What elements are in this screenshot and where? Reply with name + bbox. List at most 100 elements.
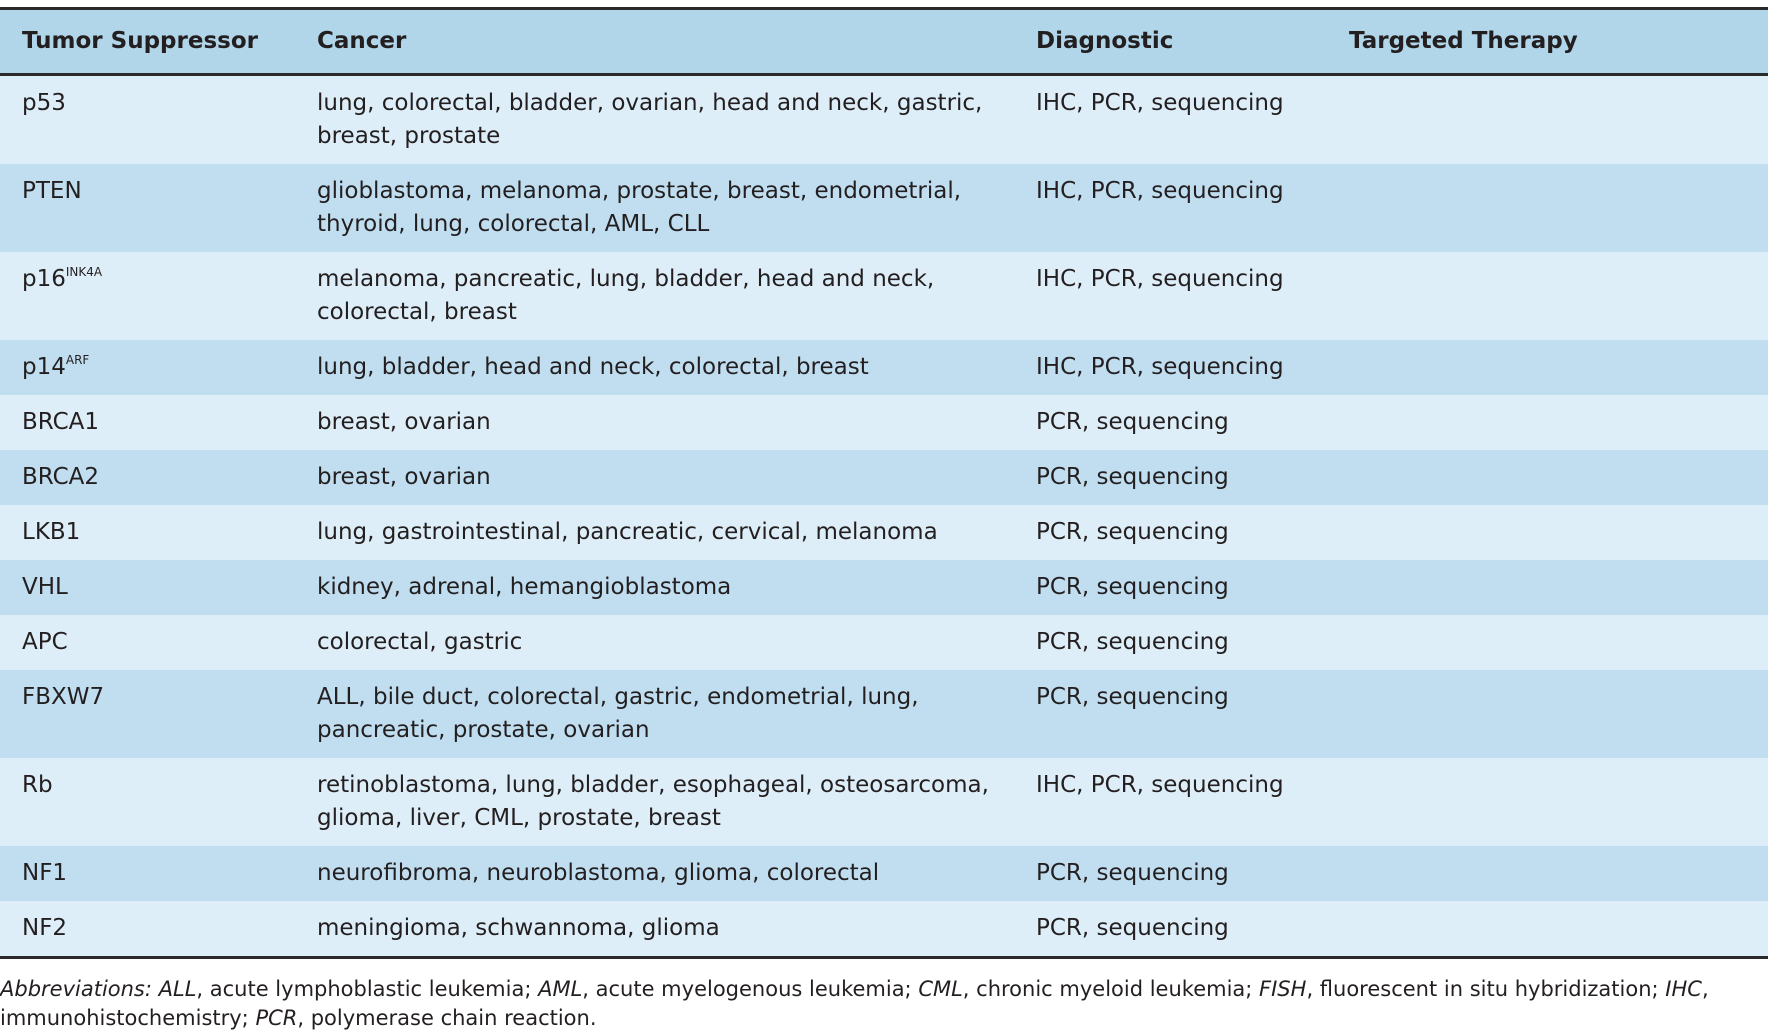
abbreviation: PCR: [255, 1006, 298, 1030]
gene-name: APC: [22, 629, 68, 655]
abbreviation-definition: , fluorescent in situ hybridization;: [1306, 977, 1666, 1001]
gene-superscript: ARF: [65, 353, 90, 367]
diagnostic-cell: PCR, sequencing: [1036, 450, 1349, 505]
header-row: Tumor Suppressor Cancer Diagnostic Targeted…: [0, 7, 1768, 76]
gene-cell: BRCA1: [0, 395, 317, 450]
gene-superscript: INK4A: [65, 265, 103, 279]
table-row: FBXW7 ALL, bile duct, colorectal, gastric…: [0, 670, 1768, 758]
therapy-cell: [1349, 74, 1768, 164]
gene-name: PTEN: [22, 178, 82, 204]
cancer-cell: lung, colorectal, bladder, ovarian, head…: [317, 74, 1036, 164]
table-row: Rb retinoblastoma, lung, bladder, esophag…: [0, 758, 1768, 846]
gene-cell: Rb: [0, 758, 317, 846]
cancer-cell: meningioma, schwannoma, glioma: [317, 901, 1036, 959]
gene-name: p14: [22, 354, 66, 380]
gene-name: Rb: [22, 772, 53, 798]
diagnostic-cell: PCR, sequencing: [1036, 505, 1349, 560]
gene-cell: p53: [0, 74, 317, 164]
abbreviation-definition: , polymerase chain reaction.: [297, 1006, 597, 1030]
diagnostic-cell: PCR, sequencing: [1036, 846, 1349, 901]
header-cell: Targeted Therapy: [1349, 7, 1768, 76]
gene-cell: LKB1: [0, 505, 317, 560]
diagnostic-cell: IHC, PCR, sequencing: [1036, 164, 1349, 252]
therapy-cell: [1349, 252, 1768, 340]
gene-cell: p16INK4A: [0, 252, 317, 340]
cancer-cell: colorectal, gastric: [317, 615, 1036, 670]
gene-cell: BRCA2: [0, 450, 317, 505]
table-row: p53 lung, colorectal, bladder, ovarian, h…: [0, 74, 1768, 164]
footnote-label: Abbreviations:: [0, 977, 152, 1001]
abbreviation: CML: [918, 977, 963, 1001]
table-row: NF2 meningioma, schwannoma, glioma PCR, se…: [0, 901, 1768, 959]
cancer-cell: kidney, adrenal, hemangioblastoma: [317, 560, 1036, 615]
cancer-cell: breast, ovarian: [317, 395, 1036, 450]
gene-name: p53: [22, 90, 66, 116]
gene-name: VHL: [22, 574, 68, 600]
header-cell: Tumor Suppressor: [0, 7, 317, 76]
therapy-cell: [1349, 615, 1768, 670]
cancer-cell: lung, gastrointestinal, pancreatic, cerv…: [317, 505, 1036, 560]
footnote: Abbreviations: ALL, acute lymphoblastic …: [0, 975, 1758, 1033]
gene-cell: APC: [0, 615, 317, 670]
abbreviation: AML: [538, 977, 583, 1001]
gene-cell: NF2: [0, 901, 317, 959]
gene-name: BRCA1: [22, 409, 100, 435]
cancer-cell: retinoblastoma, lung, bladder, esophagea…: [317, 758, 1036, 846]
table-row: APC colorectal, gastric PCR, sequencing: [0, 615, 1768, 670]
cancer-cell: glioblastoma, melanoma, prostate, breast…: [317, 164, 1036, 252]
abbreviation-definition: , immunohistochemistry;: [0, 977, 1709, 1030]
header-cell: Cancer: [317, 7, 1036, 76]
therapy-cell: [1349, 670, 1768, 758]
abbreviation: IHC: [1665, 977, 1702, 1001]
diagnostic-cell: PCR, sequencing: [1036, 615, 1349, 670]
gene-cell: FBXW7: [0, 670, 317, 758]
therapy-cell: [1349, 450, 1768, 505]
abbreviation: ALL: [158, 977, 197, 1001]
table-row: PTEN glioblastoma, melanoma, prostate, br…: [0, 164, 1768, 252]
gene-cell: NF1: [0, 846, 317, 901]
table-row: p16INK4A melanoma, pancreatic, lung, blad…: [0, 252, 1768, 340]
table-row: NF1 neurofibroma, neuroblastoma, glioma, …: [0, 846, 1768, 901]
abbreviation-definition: , chronic myeloid leukemia;: [962, 977, 1260, 1001]
gene-name: NF2: [22, 915, 68, 941]
gene-cell: p14ARF: [0, 340, 317, 395]
cancer-cell: breast, ovarian: [317, 450, 1036, 505]
therapy-cell: [1349, 340, 1768, 395]
diagnostic-cell: PCR, sequencing: [1036, 395, 1349, 450]
table-row: p14ARF lung, bladder, head and neck, colo…: [0, 340, 1768, 395]
gene-name: BRCA2: [22, 464, 100, 490]
diagnostic-cell: IHC, PCR, sequencing: [1036, 340, 1349, 395]
table-row: VHL kidney, adrenal, hemangioblastoma PCR,…: [0, 560, 1768, 615]
abbreviation: FISH: [1259, 977, 1307, 1001]
cancer-cell: lung, bladder, head and neck, colorectal…: [317, 340, 1036, 395]
table-row: LKB1 lung, gastrointestinal, pancreatic, …: [0, 505, 1768, 560]
diagnostic-cell: IHC, PCR, sequencing: [1036, 74, 1349, 164]
therapy-cell: [1349, 395, 1768, 450]
diagnostic-cell: IHC, PCR, sequencing: [1036, 758, 1349, 846]
therapy-cell: [1349, 505, 1768, 560]
therapy-cell: [1349, 164, 1768, 252]
gene-cell: PTEN: [0, 164, 317, 252]
header-cell: Diagnostic: [1036, 7, 1349, 76]
diagnostic-cell: PCR, sequencing: [1036, 670, 1349, 758]
cancer-cell: ALL, bile duct, colorectal, gastric, end…: [317, 670, 1036, 758]
gene-name: p16: [22, 266, 66, 292]
gene-cell: VHL: [0, 560, 317, 615]
diagnostic-cell: PCR, sequencing: [1036, 560, 1349, 615]
therapy-cell: [1349, 758, 1768, 846]
diagnostic-cell: IHC, PCR, sequencing: [1036, 252, 1349, 340]
table: Tumor Suppressor Cancer Diagnostic Targeted…: [0, 7, 1768, 959]
therapy-cell: [1349, 901, 1768, 959]
gene-name: FBXW7: [22, 684, 105, 710]
abbreviation-definition: , acute myelogenous leukemia;: [582, 977, 919, 1001]
table-row: BRCA2 breast, ovarian PCR, sequencing: [0, 450, 1768, 505]
abbreviation-definition: , acute lymphoblastic leukemia;: [196, 977, 539, 1001]
cancer-cell: melanoma, pancreatic, lung, bladder, hea…: [317, 252, 1036, 340]
therapy-cell: [1349, 846, 1768, 901]
gene-name: NF1: [22, 860, 68, 886]
gene-name: LKB1: [22, 519, 81, 545]
diagnostic-cell: PCR, sequencing: [1036, 901, 1349, 959]
table-row: BRCA1 breast, ovarian PCR, sequencing: [0, 395, 1768, 450]
cancer-cell: neurofibroma, neuroblastoma, glioma, col…: [317, 846, 1036, 901]
